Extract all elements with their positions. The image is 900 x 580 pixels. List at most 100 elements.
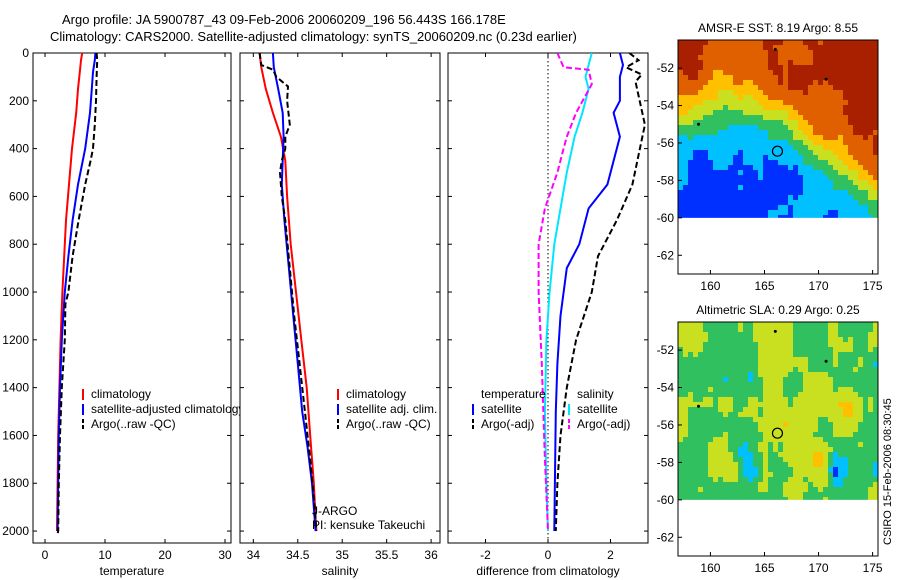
sst-map-cell [823, 90, 829, 96]
sla-map-island-mark [697, 404, 701, 408]
sst-map-cell [713, 70, 719, 76]
sla-map-cell [753, 362, 759, 368]
sst-map-cell [683, 190, 689, 196]
sst-map-cell [713, 165, 719, 171]
sla-map-cell [683, 467, 689, 473]
sla-map-cell [738, 462, 744, 468]
sst-map-cell [838, 125, 844, 131]
sst-map-cell [853, 40, 859, 46]
sla-map-cell [828, 492, 834, 498]
sst-map-cell [828, 140, 834, 146]
sla-map-cell [788, 367, 794, 373]
sla-map-cell [828, 472, 834, 478]
sst-map-cell [753, 75, 759, 81]
sst-map-cell [773, 80, 779, 86]
sst-map-cell [733, 125, 739, 131]
sla-map-cell [793, 392, 799, 398]
sla-map-cell [678, 352, 684, 358]
sst-map-cell [763, 120, 769, 126]
sst-map-cell [728, 110, 734, 116]
sst-map-cell [793, 115, 799, 121]
sst-map-cell [693, 45, 699, 51]
sst-map-cell [738, 70, 744, 76]
sla-map-cell [683, 412, 689, 418]
sla-map-cell [733, 407, 739, 413]
sla-map-cell [858, 367, 864, 373]
sla-map-cell [803, 442, 809, 448]
sst-map-cell [843, 115, 849, 121]
sst-map-cell [828, 115, 834, 121]
sst-map-title: AMSR-E SST: 8.19 Argo: 8.55 [698, 21, 858, 35]
sla-map-cell [828, 337, 834, 343]
sst-map-cell [713, 85, 719, 91]
sst-map-cell [758, 195, 764, 201]
sst-map-cell [738, 135, 744, 141]
sla-map-cell [813, 437, 819, 443]
sst-map-cell [863, 150, 869, 156]
sst-map-cell [738, 60, 744, 66]
sla-map-cell [733, 377, 739, 383]
sla-map-cell [798, 477, 804, 483]
sla-map-cell [873, 397, 879, 403]
sst-map-cell [823, 55, 829, 61]
sla-map-cell [823, 487, 829, 493]
sst-map-cell [748, 205, 754, 211]
sla-map-cell [798, 352, 804, 358]
sst-map-cell [693, 205, 699, 211]
sst-map-ytick-label: -62 [657, 248, 675, 262]
sla-map-cell [783, 437, 789, 443]
sla-map-cell [768, 427, 774, 433]
sla-map-cell [693, 487, 699, 493]
sla-map-cell [678, 417, 684, 423]
sst-map-cell [678, 60, 684, 66]
sst-map-cell [813, 165, 819, 171]
sla-map-cell [738, 442, 744, 448]
sla-map-cell [758, 347, 764, 353]
sst-map-cell [873, 60, 879, 66]
sla-map-cell [813, 447, 819, 453]
sst-map-cell [838, 200, 844, 206]
sla-map-cell [843, 327, 849, 333]
sst-map-cell [783, 205, 789, 211]
sla-map-cell [688, 377, 694, 383]
sla-map-cell [683, 477, 689, 483]
sst-map-cell [843, 105, 849, 111]
sla-map-cell [823, 362, 829, 368]
sla-map-cell [828, 452, 834, 458]
sst-map-cell [693, 130, 699, 136]
sla-map-cell [748, 482, 754, 488]
sla-map-cell [803, 437, 809, 443]
sst-map-cell [778, 95, 784, 101]
sst-map-cell [748, 75, 754, 81]
sla-map-cell [788, 332, 794, 338]
sst-map-cell [768, 195, 774, 201]
sst-map-cell [783, 160, 789, 166]
sst-map-cell [843, 160, 849, 166]
sla-map-cell [678, 447, 684, 453]
sst-map-cell [863, 170, 869, 176]
sla-map-cell [733, 477, 739, 483]
sst-map-cell [858, 165, 864, 171]
sla-map-cell [768, 462, 774, 468]
sst-map-cell [698, 130, 704, 136]
sla-map-cell [718, 497, 724, 500]
sst-map-cell [818, 185, 824, 191]
sst-map-cell [778, 80, 784, 86]
sst-map-cell [778, 115, 784, 121]
sla-map-cell [768, 452, 774, 458]
sla-map-cell [763, 497, 769, 500]
sla-map-cell [868, 427, 874, 433]
sst-map-cell [853, 195, 859, 201]
sst-map-cell [813, 160, 819, 166]
sla-map-cell [848, 442, 854, 448]
sla-map-cell [778, 397, 784, 403]
sst-map-cell [788, 105, 794, 111]
sla-map-cell [693, 372, 699, 378]
sla-map-cell [698, 357, 704, 363]
sla-map-cell [683, 392, 689, 398]
sst-map-cell [823, 125, 829, 131]
sla-map-cell [768, 332, 774, 338]
sst-map-cell [858, 40, 864, 46]
sst-map-cell [688, 160, 694, 166]
sla-map-cell [858, 457, 864, 463]
